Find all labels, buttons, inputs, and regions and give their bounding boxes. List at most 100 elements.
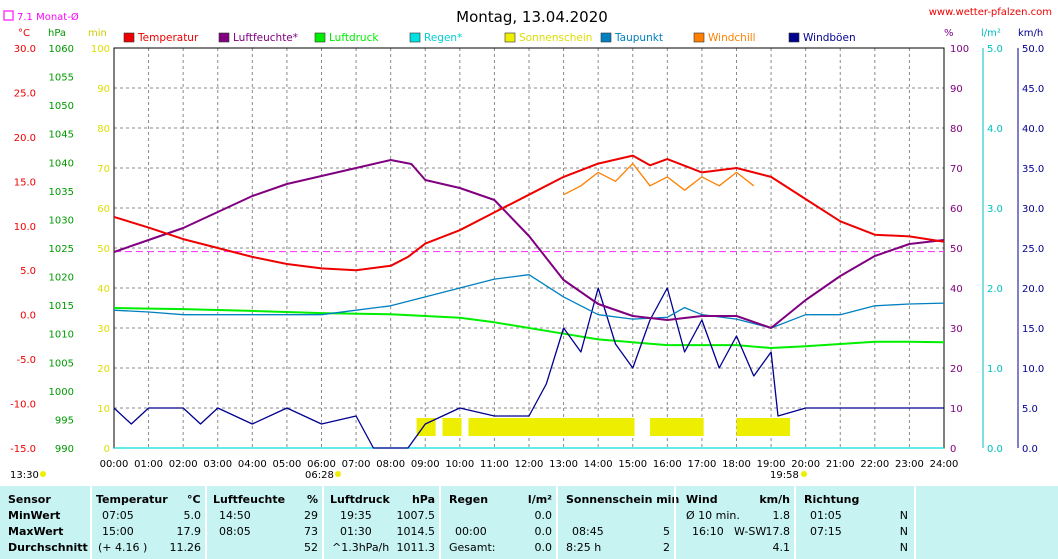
row-max: MaxWert [8, 525, 64, 538]
pressure-axis-tick: 1045 [49, 130, 74, 141]
x-tick-label: 14:00 [584, 459, 613, 470]
col-regen: Regen l/m² 0.0 00:00 0.0 Gesamt: 0.0 [439, 486, 558, 559]
unit-temp: °C [18, 28, 30, 39]
sun-axis-tick: 70 [97, 164, 110, 175]
row-sensor: Sensor [8, 493, 51, 506]
monthly-avg-label: 7.1 Monat-Ø [17, 11, 79, 23]
legend-swatch [314, 32, 326, 43]
sunshine-bar [615, 418, 635, 436]
temp-axis-tick: 15.0 [14, 177, 36, 188]
press-avg-note: ^1.3hPa/h [332, 541, 390, 554]
sunset-sun-icon [801, 471, 807, 477]
sun-avg-label: 8:25 h [566, 541, 602, 554]
legend-label: Luftfeuchte* [233, 32, 298, 44]
sun-axis-tick: 50 [97, 244, 110, 255]
x-tick-label: 15:00 [618, 459, 647, 470]
x-tick-label: 22:00 [860, 459, 889, 470]
sunshine-bar [416, 418, 436, 436]
wind-max-dir: W-SW [734, 525, 767, 538]
series-line-windben [113, 287, 944, 449]
temp-avg-note: (+ 4.16 ) [98, 541, 148, 554]
col-luftdruck: Luftdruck hPa 19:35 1007.5 01:30 1014.5 … [322, 486, 441, 559]
x-tick-label: 00:00 [100, 459, 129, 470]
x-tick-label: 08:00 [376, 459, 405, 470]
pressure-axis-tick: 1040 [49, 158, 74, 169]
x-tick-label: 07:00 [342, 459, 371, 470]
wind-min-label: Ø 10 min. [686, 509, 740, 522]
temp-min: 5.0 [183, 509, 202, 522]
sun-axis-tick: 90 [97, 84, 110, 95]
sunrise-label: 06:28 [305, 470, 334, 481]
stats-table: Sensor MinWert MaxWert Durchschnitt Temp… [0, 486, 1058, 559]
website-link: www.wetter-pfalzen.com [929, 7, 1052, 18]
dir-min: N [899, 509, 908, 522]
temp-axis-tick: 5.0 [20, 266, 36, 277]
temp-axis-tick: -15.0 [10, 444, 36, 455]
sunshine-bar [511, 418, 531, 436]
x-tick-label: 10:00 [445, 459, 474, 470]
dir-max: N [899, 525, 908, 538]
dir-min-time: 01:05 [810, 509, 842, 522]
sun-axis-tick: 0 [104, 444, 110, 455]
pressure-axis-tick: 1035 [49, 187, 74, 198]
sunrise-sun-icon [335, 471, 341, 477]
sun-header: Sonnenschein min [566, 493, 680, 506]
legend-label: Windchill [708, 32, 756, 44]
sun-axis-tick: 30 [97, 324, 110, 335]
wind-avg: 4.1 [772, 541, 791, 554]
rain-max-time: 00:00 [455, 525, 487, 538]
humidity-axis-tick: 70 [950, 164, 963, 175]
sun-max-time: 08:45 [572, 525, 604, 538]
legend-label: Regen* [424, 32, 462, 44]
chart-legend: Temperatur Luftfeuchte* Luftdruck Regen* Son… [123, 32, 856, 44]
rain-avg-label: Gesamt: [449, 541, 496, 554]
chart-title: Montag, 13.04.2020 [456, 8, 608, 26]
press-avg: 1011.3 [396, 541, 436, 554]
legend-label: Temperatur [137, 32, 199, 44]
temp-axis-tick: 20.0 [14, 133, 36, 144]
legend-swatch [123, 32, 135, 43]
series-line-luftfeuchte [113, 159, 945, 329]
monthly-avg-marker [3, 10, 14, 21]
hum-header: Luftfeuchte [213, 493, 286, 506]
x-tick-label: 02:00 [169, 459, 198, 470]
rain-unit: l/m² [527, 493, 552, 506]
hum-min-time: 14:50 [219, 509, 251, 522]
sun-axis-tick: 20 [97, 364, 110, 375]
legend-swatch [693, 32, 705, 43]
sun-icon [40, 471, 46, 477]
sunshine-bar [667, 418, 687, 436]
legend-label: Luftdruck [329, 32, 379, 44]
weather-chart: 30.0 25.0 20.0 15.0 10.0 5.0 0.0 -5.0 -10.0 -15.0… [3, 7, 1052, 481]
legend-swatch [788, 32, 800, 43]
legend-label: Sonnenschein [519, 32, 592, 44]
hum-min: 29 [304, 509, 318, 522]
temp-axis-tick: 25.0 [14, 88, 36, 99]
hum-max-time: 08:05 [219, 525, 251, 538]
col-sonne: Sonnenschein min 08:45 5 8:25 h 2 [556, 486, 680, 559]
temp-axis-tick: -10.0 [10, 400, 36, 411]
col-luftfeuchte: Luftfeuchte % 14:50 29 08:05 73 52 [205, 486, 324, 559]
wind-axis-tick: 20.0 [1022, 284, 1044, 295]
rain-axis-tick: 3.0 [987, 204, 1003, 215]
legend-swatch [504, 32, 516, 43]
col-wind: Wind km/h Ø 10 min. 1.8 16:10 W-SW 17.8 … [674, 486, 796, 559]
temp-max-time: 15:00 [102, 525, 134, 538]
pressure-axis-tick: 1050 [49, 101, 74, 112]
sunshine-bar [684, 418, 704, 436]
wind-header: Wind [686, 493, 718, 506]
rain-axis-tick: 5.0 [987, 44, 1003, 55]
col-temperatur: Temperatur °C 07:05 5.0 15:00 17.9 (+ 4.… [90, 486, 207, 559]
x-tick-label: 20:00 [791, 459, 820, 470]
series-line-windchill [563, 162, 755, 196]
unit-pressure: hPa [48, 28, 66, 39]
rain-min: 0.0 [534, 509, 553, 522]
x-tick-label: 23:00 [895, 459, 924, 470]
humidity-axis-tick: 0 [950, 444, 956, 455]
pressure-axis-tick: 1060 [49, 44, 74, 55]
pressure-axis-tick: 1020 [49, 273, 74, 284]
x-tick-label: 06:00 [307, 459, 336, 470]
unit-rain: l/m² [981, 28, 1001, 39]
dir-max-time: 07:15 [810, 525, 842, 538]
sun-axis-tick: 60 [97, 204, 110, 215]
